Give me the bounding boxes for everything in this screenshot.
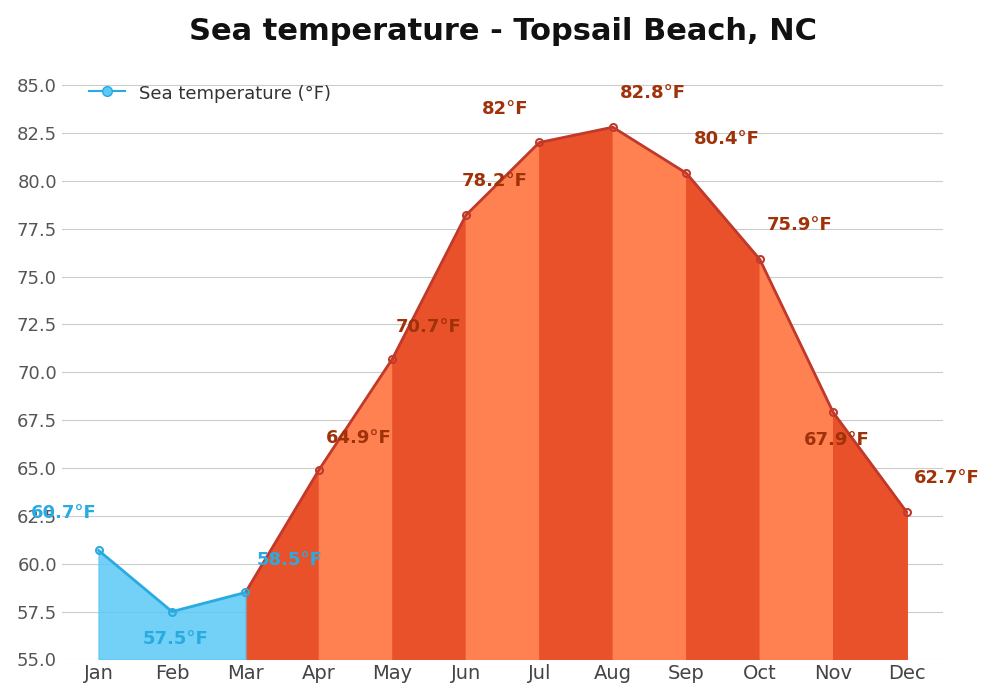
Text: 64.9°F: 64.9°F (326, 429, 392, 447)
Text: 70.7°F: 70.7°F (396, 318, 462, 336)
Text: 82°F: 82°F (482, 99, 528, 118)
Text: 82.8°F: 82.8°F (620, 84, 686, 102)
Legend: Sea temperature (°F): Sea temperature (°F) (80, 74, 340, 112)
Title: Sea temperature - Topsail Beach, NC: Sea temperature - Topsail Beach, NC (189, 17, 817, 46)
Text: 58.5°F: 58.5°F (256, 552, 322, 570)
Text: 80.4°F: 80.4°F (694, 130, 759, 148)
Text: 75.9°F: 75.9°F (767, 216, 833, 235)
Text: 78.2°F: 78.2°F (462, 172, 528, 190)
Text: 60.7°F: 60.7°F (31, 503, 97, 522)
Text: 57.5°F: 57.5°F (143, 630, 209, 648)
Text: 67.9°F: 67.9°F (804, 431, 870, 449)
Text: 62.7°F: 62.7°F (914, 469, 980, 487)
